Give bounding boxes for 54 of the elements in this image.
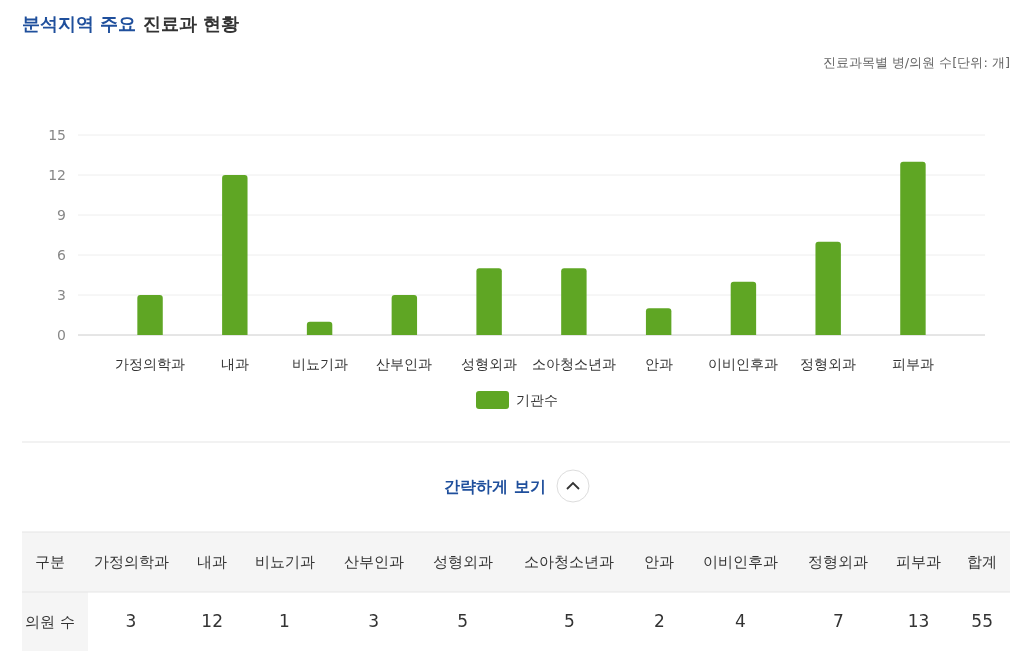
chart-title: 분석지역 주요 진료과 현황 (22, 13, 239, 34)
category-label: 안과 (644, 553, 675, 571)
x-tick-label: 가정의학과 (115, 356, 186, 372)
category-label: 성형외과 (432, 553, 493, 571)
data-label: 12 (201, 611, 223, 631)
text: 의원 수 (24, 613, 75, 631)
category-label: 가정의학과 (93, 553, 169, 571)
data-label: 3 (368, 611, 380, 631)
x-tick-label: 정형외과 (800, 356, 857, 372)
text: 합계 (967, 553, 998, 571)
category-label: 산부인과 (343, 553, 404, 571)
text: 55 (971, 611, 993, 631)
category-label: 정형외과 (808, 553, 869, 571)
data-label: 2 (653, 611, 665, 631)
data-label: 5 (457, 611, 469, 631)
x-tick-label: 내과 (220, 356, 249, 372)
x-tick-label: 소아청소년과 (531, 356, 616, 372)
bar (476, 268, 502, 335)
x-tick-label: 피부과 (891, 356, 934, 372)
text: 간략하게 보기 (444, 477, 546, 496)
x-tick-label: 성형외과 (461, 356, 518, 372)
bar (815, 241, 841, 335)
text: 진료과목별 병/의원 수[단위: 개] (822, 55, 1010, 70)
bar (391, 295, 418, 335)
category-label: 소아청소년과 (524, 553, 615, 571)
data-label: 4 (735, 611, 746, 631)
y-tick-label: 12 (48, 167, 66, 183)
text: 구분 (34, 553, 65, 571)
y-tick-label: 0 (57, 327, 66, 343)
legend-label: 기관수 (516, 392, 558, 408)
bar (222, 175, 248, 335)
y-tick-label: 6 (57, 247, 67, 263)
x-tick-label: 이비인후과 (708, 356, 779, 372)
x-tick-label: 안과 (644, 356, 673, 372)
bar (645, 308, 672, 335)
y-tick-label: 9 (57, 207, 66, 223)
data-label: 3 (125, 611, 137, 631)
y-tick-label: 3 (57, 287, 66, 303)
bar (306, 321, 333, 335)
data-label: 5 (563, 611, 575, 631)
data-label: 7 (832, 611, 844, 631)
category-label: 내과 (197, 553, 228, 571)
data-label: 13 (907, 611, 930, 631)
data-label: 1 (279, 611, 290, 631)
category-label: 피부과 (896, 553, 942, 571)
category-label: 비뇨기과 (254, 553, 315, 571)
bar (137, 295, 163, 335)
bar (730, 281, 757, 335)
x-tick-label: 비뇨기과 (291, 356, 348, 372)
bar (561, 268, 587, 335)
y-tick-label: 15 (48, 127, 66, 143)
category-label: 이비인후과 (703, 553, 778, 571)
bar (900, 161, 926, 335)
x-tick-label: 산부인과 (376, 356, 433, 372)
